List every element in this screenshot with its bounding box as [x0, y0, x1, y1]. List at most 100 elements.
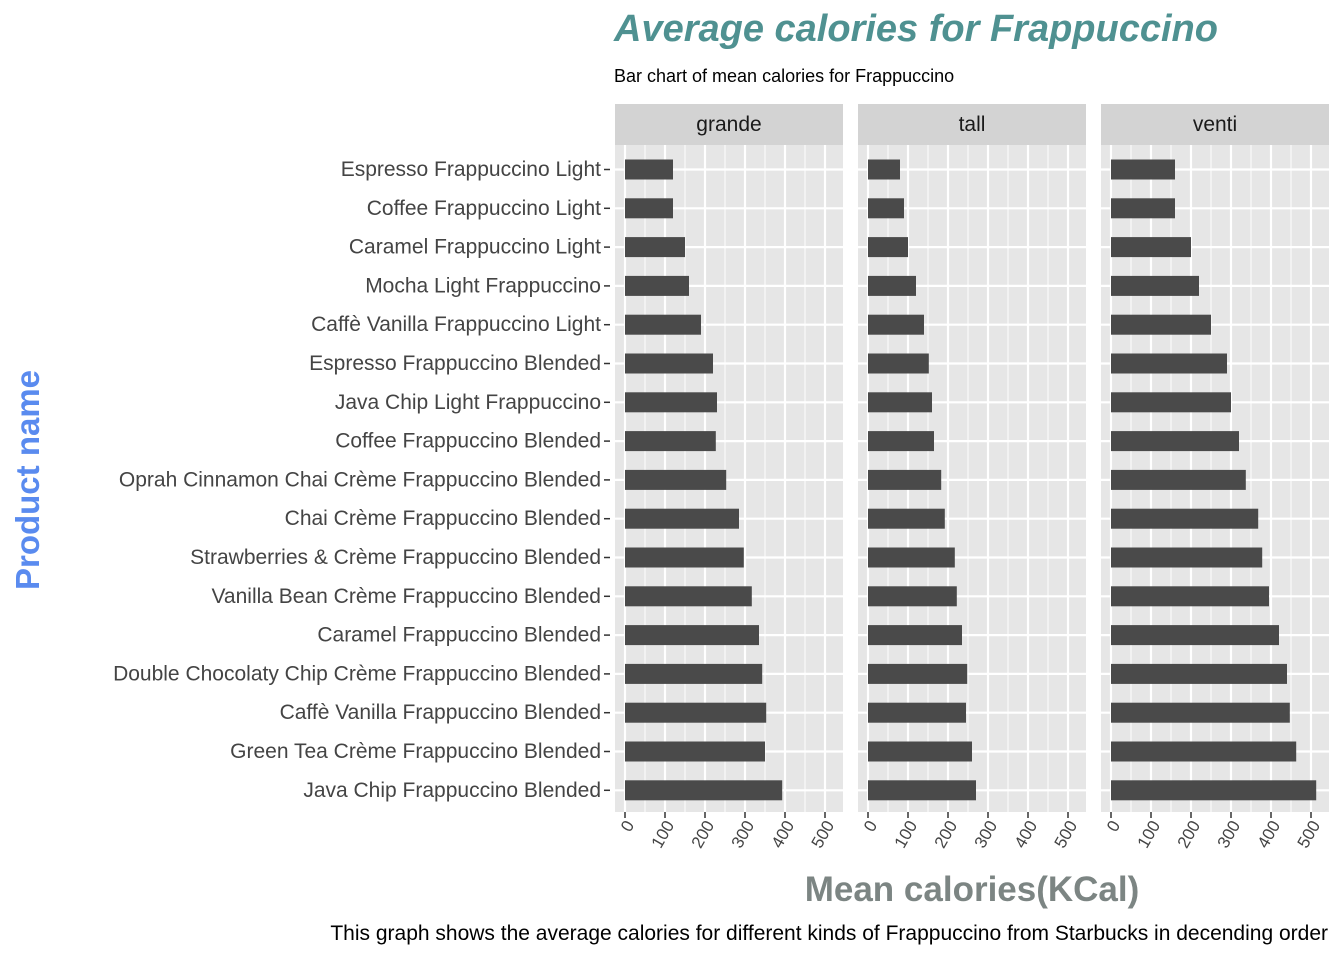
y-tick-label: Espresso Frappuccino Light: [341, 158, 601, 181]
x-axis-label: Mean calories(KCal): [804, 870, 1140, 909]
bar: [868, 508, 945, 529]
x-tick-label: 400: [1254, 817, 1285, 851]
facet-panel-grande: grande 0 100 200 300 400 500: [615, 104, 843, 851]
chart-subtitle: Bar chart of mean calories for Frappucci…: [614, 66, 955, 86]
facet-strip: [615, 104, 843, 145]
facet-strip-label: venti: [1193, 113, 1237, 136]
bar: [1111, 780, 1317, 801]
bar: [625, 702, 767, 723]
bar: [625, 586, 752, 607]
bar: [868, 314, 924, 335]
x-tick-label: 400: [1011, 817, 1042, 851]
bar: [1111, 353, 1227, 374]
x-tick-label: 300: [728, 817, 759, 851]
bar: [868, 353, 929, 374]
y-tick-label: Java Chip Light Frappuccino: [335, 391, 601, 414]
x-tick-label: 200: [1174, 817, 1205, 851]
bar: [868, 431, 934, 452]
bar: [625, 159, 673, 180]
bar: [625, 741, 765, 762]
bar: [625, 275, 689, 296]
x-tick-label: 0: [617, 817, 638, 835]
bar: [625, 663, 763, 684]
bar: [1111, 741, 1297, 762]
y-tick-label: Coffee Frappuccino Blended: [335, 430, 601, 453]
x-tick-label: 500: [808, 817, 839, 851]
bar: [868, 741, 972, 762]
bar: [868, 780, 976, 801]
bar: [868, 275, 916, 296]
bar: [1111, 431, 1239, 452]
facet-strip: [858, 104, 1086, 145]
x-tick-label: 0: [860, 817, 881, 835]
x-tick-label: 100: [891, 817, 922, 851]
facet-panel-venti: venti 0 100 200 300 400 500: [1101, 104, 1329, 851]
bar: [625, 625, 759, 646]
x-tick-label: 500: [1051, 817, 1082, 851]
bar: [625, 547, 744, 568]
bar: [1111, 198, 1175, 219]
x-tick-label: 300: [971, 817, 1002, 851]
bar: [868, 237, 908, 258]
x-tick-label: 500: [1294, 817, 1325, 851]
bar: [1111, 547, 1263, 568]
bar: [1111, 237, 1191, 258]
bar: [1111, 508, 1259, 529]
y-tick-label: Mocha Light Frappuccino: [365, 274, 601, 297]
x-tick-label: 200: [931, 817, 962, 851]
bar: [868, 469, 942, 490]
facet-panel-tall: tall 0 100 200 300 400 500: [858, 104, 1086, 851]
y-tick-label: Chai Crème Frappuccino Blended: [285, 507, 601, 530]
bar: [625, 198, 673, 219]
x-tick-label: 100: [1134, 817, 1165, 851]
y-tick-label: Vanilla Bean Crème Frappuccino Blended: [211, 585, 601, 608]
bar: [1111, 702, 1290, 723]
bar: [1111, 159, 1175, 180]
bar: [1111, 275, 1199, 296]
bar: [625, 353, 713, 374]
bar: [1111, 663, 1287, 684]
bar: [1111, 314, 1211, 335]
y-tick-label: Strawberries & Crème Frappuccino Blended: [190, 546, 601, 569]
y-tick-label: Oprah Cinnamon Chai Crème Frappuccino Bl…: [119, 468, 601, 491]
y-tick-label: Coffee Frappuccino Light: [367, 197, 601, 220]
bar: [625, 392, 717, 413]
x-tick-label: 200: [688, 817, 719, 851]
facet-strip-label: tall: [959, 113, 986, 136]
bar: [625, 780, 783, 801]
x-tick-label: 100: [648, 817, 679, 851]
y-tick-label: Green Tea Crème Frappuccino Blended: [230, 740, 601, 763]
bar: [868, 392, 932, 413]
x-tick-label: 300: [1214, 817, 1245, 851]
bar: [868, 625, 962, 646]
y-tick-label: Java Chip Frappuccino Blended: [303, 779, 601, 802]
bar: [625, 314, 701, 335]
chart-title: Average calories for Frappuccino: [614, 8, 1218, 50]
chart-caption: This graph shows the average calories fo…: [330, 922, 1328, 945]
bar: [868, 663, 968, 684]
x-tick-label: 0: [1103, 817, 1124, 835]
bar: [868, 198, 904, 219]
bar: [1111, 469, 1246, 490]
y-tick-label: Espresso Frappuccino Blended: [309, 352, 601, 375]
bar: [868, 547, 955, 568]
y-axis-label: Product name: [9, 369, 46, 591]
bar: [625, 237, 685, 258]
bar: [1111, 625, 1279, 646]
y-tick-label: Caffè Vanilla Frappuccino Light: [311, 313, 601, 336]
y-tick-label: Caffè Vanilla Frappuccino Blended: [280, 701, 601, 724]
facet-strip: [1101, 104, 1329, 145]
bar: [868, 702, 966, 723]
bar: [868, 586, 957, 607]
bar: [868, 159, 900, 180]
bar: [625, 431, 716, 452]
y-tick-label: Caramel Frappuccino Light: [349, 236, 601, 259]
y-tick-label: Caramel Frappuccino Blended: [317, 624, 601, 647]
bar: [625, 508, 739, 529]
bar: [625, 469, 727, 490]
bar: [1111, 392, 1231, 413]
x-tick-label: 400: [768, 817, 799, 851]
y-tick-label: Double Chocolaty Chip Crème Frappuccino …: [113, 662, 601, 685]
